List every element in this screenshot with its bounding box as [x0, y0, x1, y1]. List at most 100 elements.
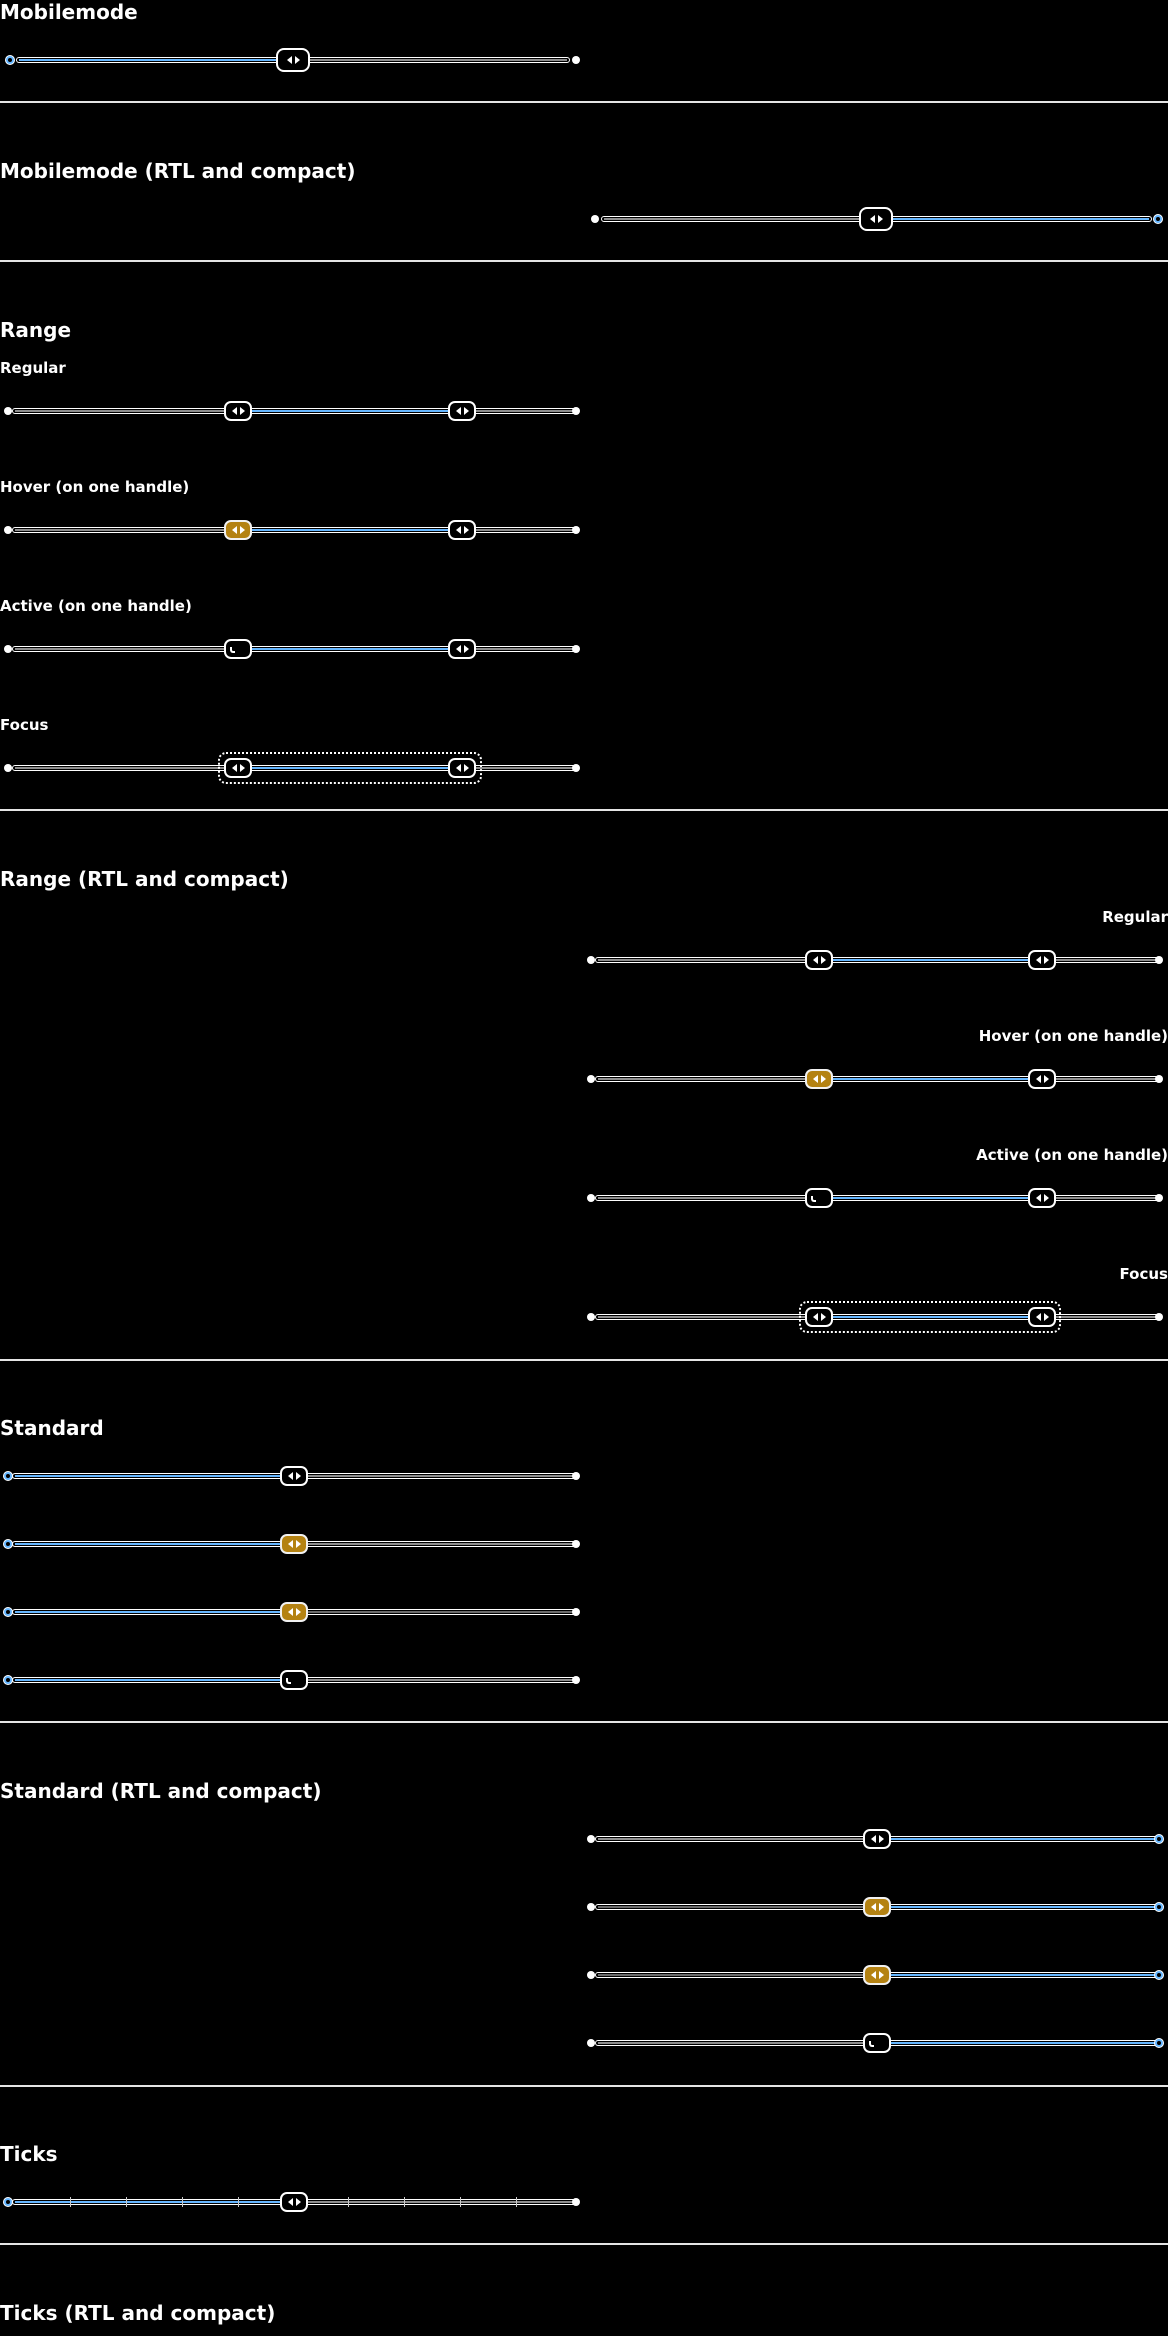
- slider-handle-low[interactable]: [224, 401, 252, 421]
- slider-start-dot: [1155, 1313, 1163, 1321]
- slider-handle-high[interactable]: [805, 1307, 833, 1327]
- slider-fill: [879, 1904, 1159, 1910]
- state-label-focus: Focus: [0, 716, 49, 734]
- section-title-standard: Standard: [0, 1416, 104, 1440]
- slider-start-dot: [4, 645, 12, 653]
- slider-handle-high[interactable]: [448, 639, 476, 659]
- slider-handle[interactable]: [859, 207, 893, 231]
- left-right-arrows-icon: [455, 407, 469, 415]
- slider-track[interactable]: [300, 1677, 576, 1683]
- standard-slider-hover-track[interactable]: [4, 1598, 584, 1626]
- slider-start-dot: [1155, 1075, 1163, 1083]
- state-label-hover: Hover (on one handle): [0, 478, 190, 496]
- standard-slider-hover[interactable]: [4, 1530, 584, 1558]
- range-slider-regular[interactable]: [4, 397, 584, 425]
- standard-slider-rtl-regular[interactable]: [587, 1825, 1167, 1853]
- range-slider-rtl-hover[interactable]: [587, 1065, 1167, 1093]
- slider-handle[interactable]: [280, 2192, 308, 2212]
- range-slider-rtl-regular[interactable]: [587, 946, 1167, 974]
- slider-handle[interactable]: [280, 1670, 308, 1690]
- section-title-range-rtl: Range (RTL and compact): [0, 867, 289, 891]
- slider-handle-low[interactable]: [1028, 1188, 1056, 1208]
- ticks-slider[interactable]: [4, 2188, 584, 2216]
- slider-handle-low[interactable]: [224, 520, 252, 540]
- slider-fill: [886, 216, 1152, 222]
- slider-track[interactable]: [306, 57, 570, 63]
- slider-handle-high[interactable]: [805, 950, 833, 970]
- slider-handle-high[interactable]: [448, 401, 476, 421]
- slider-handle[interactable]: [280, 1534, 308, 1554]
- slider-end-dot: [572, 526, 580, 534]
- tick-mark: [348, 2197, 349, 2207]
- state-label-hover: Hover (on one handle): [978, 1027, 1168, 1045]
- tick-mark: [404, 2197, 405, 2207]
- slider-track[interactable]: [300, 1541, 576, 1547]
- slider-fill: [244, 646, 464, 652]
- range-slider-active[interactable]: [4, 635, 584, 663]
- slider-end-dot: [587, 1313, 595, 1321]
- slider-start-dot: [1154, 215, 1162, 223]
- slider-end-dot: [572, 1472, 580, 1480]
- standard-slider-rtl-hover-track[interactable]: [587, 1961, 1167, 1989]
- tick-mark: [182, 2197, 183, 2207]
- slider-track[interactable]: [300, 1609, 576, 1615]
- slider-track[interactable]: [595, 1904, 871, 1910]
- range-slider-rtl-active[interactable]: [587, 1184, 1167, 1212]
- slider-track[interactable]: [595, 2040, 871, 2046]
- slider-start-dot: [4, 526, 12, 534]
- left-right-arrows-icon: [1035, 1313, 1049, 1321]
- state-label-regular: Regular: [1102, 908, 1168, 926]
- slider-fill: [12, 1609, 292, 1615]
- slider-end-dot: [572, 1608, 580, 1616]
- standard-slider-regular[interactable]: [4, 1462, 584, 1490]
- left-right-arrows-icon: [231, 526, 245, 534]
- slider-end-dot: [572, 1676, 580, 1684]
- standard-slider-rtl-active[interactable]: [587, 2029, 1167, 2057]
- slider-end-dot: [587, 1194, 595, 1202]
- slider-handle-high[interactable]: [448, 758, 476, 778]
- slider-track[interactable]: [300, 1473, 576, 1479]
- slider-end-dot: [587, 1971, 595, 1979]
- slider-track[interactable]: [300, 2199, 576, 2205]
- slider-handle-low[interactable]: [224, 639, 252, 659]
- slider-track[interactable]: [595, 1836, 871, 1842]
- range-slider-focus[interactable]: [4, 752, 584, 784]
- slider-end-dot: [572, 1540, 580, 1548]
- slider-handle-low[interactable]: [1028, 1307, 1056, 1327]
- left-right-arrows-icon: [812, 1313, 826, 1321]
- slider-fill: [823, 1195, 1043, 1201]
- slider-handle[interactable]: [280, 1466, 308, 1486]
- slider-handle-high[interactable]: [805, 1188, 833, 1208]
- slider-handle-high[interactable]: [448, 520, 476, 540]
- slider-handle[interactable]: [863, 1829, 891, 1849]
- slider-handle[interactable]: [276, 48, 310, 72]
- slider-handle-low[interactable]: [1028, 1069, 1056, 1089]
- standard-slider-active[interactable]: [4, 1666, 584, 1694]
- standard-slider-rtl-hover[interactable]: [587, 1893, 1167, 1921]
- slider-handle[interactable]: [863, 1965, 891, 1985]
- left-right-arrows-icon: [869, 215, 883, 223]
- slider-track[interactable]: [595, 1972, 871, 1978]
- slider-start-dot: [6, 56, 14, 64]
- slider-end-dot: [587, 2039, 595, 2047]
- range-slider-rtl-focus[interactable]: [587, 1301, 1167, 1333]
- slider-handle-low[interactable]: [224, 758, 252, 778]
- slider-handle[interactable]: [280, 1602, 308, 1622]
- left-right-arrows-icon: [812, 1075, 826, 1083]
- slider-fill: [12, 1677, 292, 1683]
- slider-track[interactable]: [601, 216, 873, 222]
- slider-fill: [879, 2040, 1159, 2046]
- slider-end-dot: [572, 764, 580, 772]
- slider-handle-high[interactable]: [805, 1069, 833, 1089]
- slider-mobilemode-rtl[interactable]: [591, 205, 1163, 233]
- slider-mobilemode[interactable]: [6, 46, 580, 74]
- state-label-regular: Regular: [0, 359, 66, 377]
- slider-handle-low[interactable]: [1028, 950, 1056, 970]
- slider-end-dot: [572, 645, 580, 653]
- divider: [0, 2243, 1168, 2245]
- focus-outline: [218, 752, 482, 784]
- slider-fill: [12, 1541, 292, 1547]
- slider-handle[interactable]: [863, 2033, 891, 2053]
- range-slider-hover[interactable]: [4, 516, 584, 544]
- slider-handle[interactable]: [863, 1897, 891, 1917]
